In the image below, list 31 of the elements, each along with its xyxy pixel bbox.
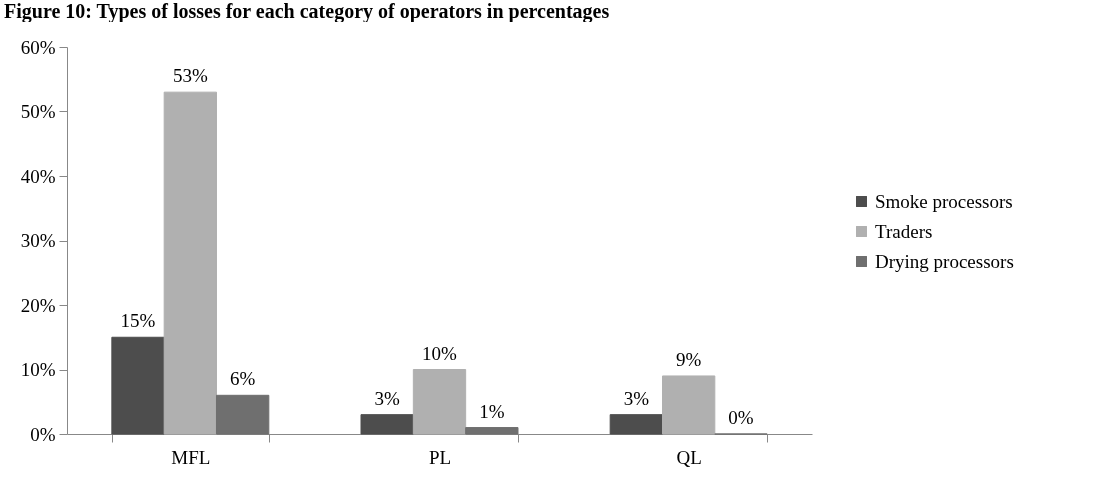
- data-label: 1%: [479, 400, 505, 422]
- bar: [609, 414, 663, 435]
- y-tick-label: 20%: [20, 294, 56, 316]
- bar: [216, 394, 270, 435]
- y-tick-label: 40%: [20, 165, 56, 187]
- bar: [111, 336, 165, 435]
- bar: [465, 427, 519, 435]
- data-label: 3%: [374, 387, 401, 409]
- bar: [163, 91, 217, 435]
- x-tick-label: QL: [676, 446, 702, 468]
- y-tick-label: 60%: [20, 36, 56, 58]
- bar: [412, 369, 467, 435]
- y-tick-label: 10%: [20, 359, 56, 380]
- data-label: 10%: [422, 342, 458, 364]
- data-label: 53%: [172, 65, 208, 87]
- y-tick-label: 50%: [20, 101, 56, 122]
- data-label: 15%: [120, 310, 156, 332]
- y-tick-label: 30%: [20, 230, 56, 251]
- data-label: 6%: [230, 368, 256, 390]
- data-label: 0%: [728, 407, 754, 428]
- chart-title: Figure 10: Types of losses for each category of operators in percentages: [3, 0, 611, 22]
- legend-label: Traders: [875, 220, 933, 242]
- x-tick-label: PL: [428, 446, 452, 468]
- legend-label: Drying processors: [875, 250, 1014, 272]
- x-tick-label: MFL: [171, 446, 211, 468]
- data-label: 3%: [623, 387, 650, 409]
- bar: [360, 414, 414, 435]
- data-label: 9%: [676, 348, 702, 370]
- y-tick-label: 0%: [30, 423, 56, 445]
- bar: [662, 375, 716, 435]
- legend-label: Smoke processors: [875, 190, 1013, 212]
